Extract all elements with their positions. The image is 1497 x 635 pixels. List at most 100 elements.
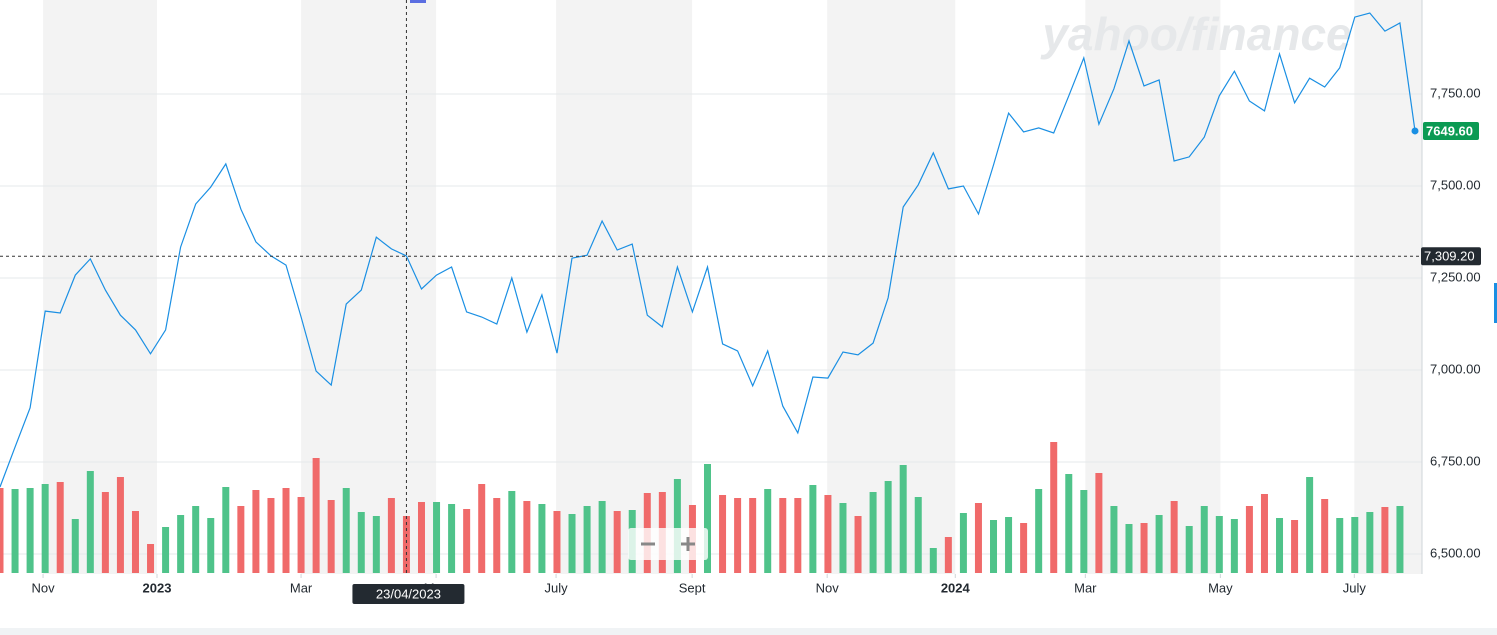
volume-bar (1276, 518, 1284, 573)
volume-bar (673, 479, 681, 573)
last-point (1411, 127, 1419, 135)
volume-bar (959, 513, 967, 573)
volume-bar (237, 506, 245, 573)
volume-bar (1306, 477, 1314, 573)
y-tick-label: 7,750.00 (1430, 85, 1481, 100)
volume-bar (899, 465, 907, 573)
volume-bar (508, 491, 516, 573)
volume-bar (433, 502, 441, 573)
volume-bar (944, 537, 952, 573)
handle[interactable] (410, 0, 426, 3)
volume-bar (598, 501, 606, 573)
volume-bar (553, 511, 561, 573)
volume-bar (613, 511, 621, 573)
volume-bar (990, 520, 998, 573)
volume-bar (11, 489, 19, 573)
volume-bar (914, 497, 922, 573)
y-tick-label: 7,250.00 (1430, 269, 1481, 284)
volume-bar (1095, 473, 1103, 573)
volume-bar (402, 516, 410, 573)
volume-bar (312, 458, 320, 573)
volume-bar (764, 489, 772, 573)
volume-bar (192, 506, 200, 573)
volume-bar (162, 527, 170, 573)
volume-bar (1200, 506, 1208, 573)
volume-bar (1366, 512, 1374, 573)
volume-bar (1050, 442, 1058, 573)
volume-bar (839, 503, 847, 573)
volume-bar (26, 488, 34, 573)
x-tick-label: July (1343, 580, 1367, 595)
volume-bar (493, 498, 501, 573)
volume-bar (357, 512, 365, 573)
crosshair-y-box (1421, 247, 1481, 266)
crosshair-x-label: 23/04/2023 (376, 586, 441, 601)
volume-bar (1321, 499, 1329, 573)
volume-bar (779, 498, 787, 573)
zoom-controls (628, 528, 708, 560)
volume-bar (1351, 517, 1359, 573)
y-tick-label: 6,500.00 (1430, 545, 1481, 560)
volume-bar (177, 515, 185, 573)
volume-bar (568, 514, 576, 573)
volume-bar (327, 500, 335, 573)
volume-bar (583, 506, 591, 573)
volume-bar (0, 488, 4, 573)
volume-bar (116, 477, 124, 573)
period-band (301, 0, 437, 574)
period-band (1354, 0, 1422, 574)
last-price-label: 7649.60 (1426, 123, 1473, 138)
volume-bar (1035, 489, 1043, 573)
y-tick-label: 7,000.00 (1430, 361, 1481, 376)
volume-bar (1260, 494, 1268, 573)
volume-bar (1245, 506, 1253, 573)
handle[interactable] (1494, 283, 1497, 323)
volume-bar (222, 487, 230, 573)
volume-bar (1125, 524, 1133, 573)
volume-bar (252, 490, 260, 573)
volume-bar (71, 519, 79, 573)
volume-bar (869, 492, 877, 573)
volume-bar (1110, 506, 1118, 573)
volume-bar (448, 504, 456, 573)
x-tick-label: Mar (1074, 580, 1097, 595)
volume-bar (1215, 516, 1223, 573)
volume-bar (929, 548, 937, 573)
volume-bar (207, 518, 215, 573)
volume-bar (1170, 501, 1178, 573)
volume-bar (1396, 506, 1404, 573)
footer-strip (0, 628, 1497, 635)
volume-bar (854, 516, 862, 573)
volume-bar (372, 516, 380, 573)
volume-bar (1080, 490, 1088, 573)
y-tick-label: 7,500.00 (1430, 177, 1481, 192)
period-band (827, 0, 956, 574)
volume-bar (884, 481, 892, 573)
volume-bar (719, 495, 727, 573)
watermark: yahoo/finance (1040, 8, 1351, 60)
x-tick-label: July (545, 580, 569, 595)
volume-bar (734, 498, 742, 573)
x-tick-label: Nov (816, 580, 840, 595)
volume-bar (297, 497, 305, 573)
volume-bar (56, 482, 64, 573)
volume-bar (1381, 507, 1389, 573)
volume-bar (463, 509, 471, 573)
x-tick-label: 2024 (941, 580, 971, 595)
last-price-box (1423, 121, 1479, 140)
volume-bar (342, 488, 350, 573)
volume-bar (1140, 523, 1148, 573)
volume-bar (1065, 474, 1073, 573)
volume-bar (387, 498, 395, 573)
period-band (43, 0, 158, 574)
volume-bar (1155, 515, 1163, 573)
volume-bar (282, 488, 290, 573)
crosshair-x-box (352, 584, 465, 604)
volume-bar (131, 511, 139, 573)
price-line (0, 12, 1416, 488)
volume-bar (86, 471, 94, 573)
volume-bar (101, 492, 109, 573)
background (0, 0, 1422, 574)
volume-bar (1185, 526, 1193, 573)
